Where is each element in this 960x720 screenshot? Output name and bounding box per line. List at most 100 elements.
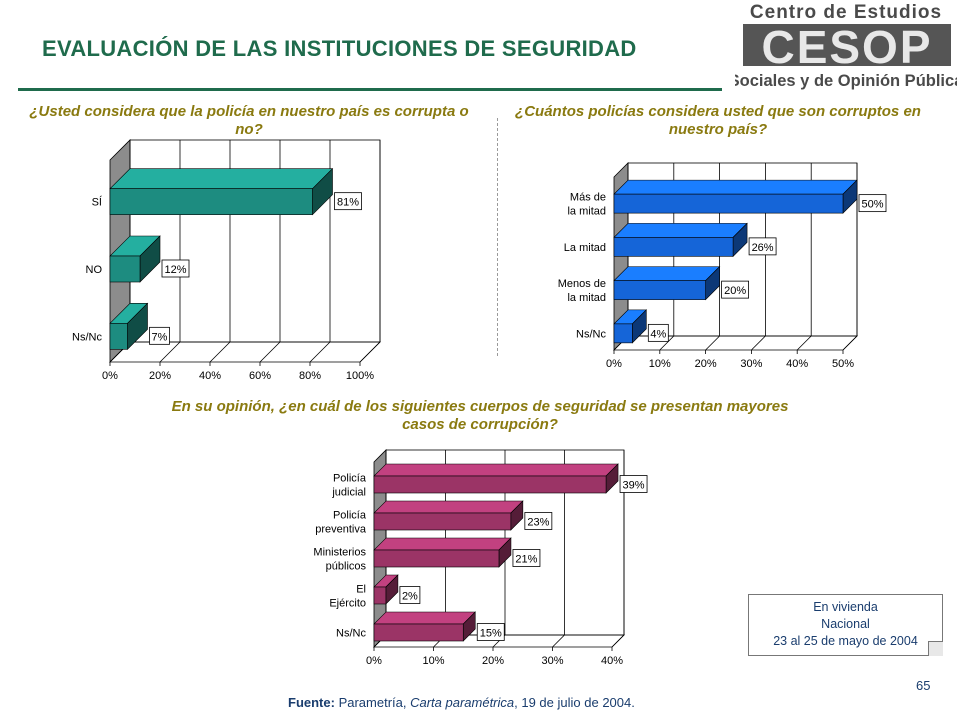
c2-data-label: 26%: [752, 242, 774, 254]
c3-tick-label: 30%: [541, 655, 563, 667]
c1-floor-line: [209, 341, 231, 363]
c2-floor-line: [842, 335, 858, 351]
c1-data-label-box: [149, 326, 170, 345]
c1-tick-label: 100%: [346, 370, 374, 382]
c3-data-label: 39%: [623, 480, 645, 492]
c1-bar: [109, 188, 313, 215]
chart2-question: ¿Cuántos policías considera usted que so…: [515, 103, 921, 138]
cesop-logo: Centro de Estudios CESOP Sociales y de O…: [735, 2, 957, 90]
c3-category-label: Policía: [333, 510, 367, 522]
c3-category-label: preventiva: [315, 524, 367, 536]
note-line2: Nacional: [821, 617, 870, 631]
c2-bar: [613, 323, 633, 344]
c1-data-label-box: [161, 259, 190, 278]
c3-tick-label: 0%: [366, 655, 382, 667]
c2-data-label-box: [858, 194, 887, 213]
c2-tick-label: 0%: [606, 358, 622, 370]
c3-category-label: Ministerios: [313, 547, 366, 559]
c2-tick-label: 20%: [695, 358, 717, 370]
c3-tick-label: 20%: [482, 655, 504, 667]
logo-line1: Centro de Estudios: [750, 2, 942, 23]
c2-floor-line: [796, 335, 812, 351]
note-line3: 23 al 25 de mayo de 2004: [773, 634, 918, 648]
c3-bar-top: [373, 463, 619, 477]
source-italic: Carta paramétrica: [410, 695, 515, 710]
c3-data-label-box: [476, 623, 505, 641]
c2-bar: [613, 280, 706, 300]
c3-category-label: Ejército: [329, 598, 366, 610]
page-number: 65: [916, 678, 931, 693]
c3-bar: [373, 512, 512, 531]
c3-bar-top: [373, 500, 524, 514]
c1-tick-label: 80%: [299, 370, 321, 382]
c3-tick-label: 10%: [422, 655, 444, 667]
c1-data-label: 12%: [164, 264, 186, 276]
c3-floor-line: [552, 634, 565, 648]
c2-data-label: 50%: [861, 199, 883, 211]
c1-category-label: SÍ: [92, 196, 103, 209]
c1-tick-label: 40%: [199, 370, 221, 382]
c2-tick-label: 10%: [649, 358, 671, 370]
c1-tick-label: 60%: [249, 370, 271, 382]
c3-data-label: 21%: [515, 554, 537, 566]
c1-tick-label: 20%: [149, 370, 171, 382]
c3-data-label-box: [619, 475, 648, 493]
c3-category-label: El: [356, 584, 366, 596]
c3-bar: [373, 586, 387, 605]
c2-category-label: La mitad: [564, 242, 606, 254]
c3-category-label: judicial: [331, 487, 366, 499]
c2-category-label: Más de: [570, 192, 606, 204]
logo-mark-background: [743, 24, 951, 66]
c3-tick-label: 40%: [601, 655, 623, 667]
c3-data-label-box: [512, 549, 541, 567]
c2-tick-label: 50%: [832, 358, 854, 370]
c3-category-label: Ns/Nc: [336, 628, 366, 640]
source-line: Fuente: Parametría, Carta paramétrica, 1…: [288, 695, 635, 710]
c3-category-label: Policía: [333, 473, 367, 485]
c3-bar: [373, 475, 607, 494]
c1-data-label-box: [334, 192, 362, 211]
c3-category-label: públicos: [326, 561, 367, 573]
c3-data-label-box: [399, 586, 421, 604]
source-label: Fuente:: [288, 695, 335, 710]
c2-floor-line: [705, 335, 720, 351]
c2-category-label: Ns/Nc: [576, 328, 606, 340]
c2-data-label-box: [647, 323, 669, 342]
note-line1: En vivienda: [813, 600, 878, 614]
logo-mark: CESOP: [761, 21, 932, 73]
page-title: EVALUACIÓN DE LAS INSTITUCIONES DE SEGUR…: [42, 36, 637, 61]
source-text1: Parametría,: [334, 695, 411, 710]
c2-bar: [613, 237, 734, 257]
c1-data-label: 81%: [337, 197, 359, 209]
c1-data-label: 7%: [152, 331, 168, 343]
chart3-question: En su opinión, ¿en cuál de los siguiente…: [171, 398, 789, 433]
c2-category-label: la mitad: [567, 206, 606, 218]
note-fold-corner: [928, 641, 943, 656]
c2-floor-line: [659, 335, 675, 351]
source-text2: , 19 de julio de 2004.: [514, 695, 635, 710]
c2-bar: [613, 193, 844, 214]
c3-data-label: 23%: [527, 517, 549, 529]
c3-bar: [373, 549, 500, 568]
survey-note: En vivienda Nacional 23 al 25 de mayo de…: [748, 594, 943, 656]
c1-floor-line: [359, 341, 381, 363]
c3-data-label-box: [524, 512, 553, 530]
c1-tick-label: 0%: [102, 370, 118, 382]
c2-floor-line: [751, 335, 766, 351]
title-underline: [18, 88, 722, 91]
c1-floor-line: [159, 341, 181, 363]
c3-data-label: 15%: [480, 628, 502, 640]
c1-bar: [109, 323, 128, 350]
c1-category-label: Ns/Nc: [72, 331, 102, 343]
c2-tick-label: 40%: [786, 358, 808, 370]
c3-bar: [373, 623, 464, 642]
c3-bar-top: [373, 537, 512, 551]
c3-bar-top: [373, 611, 476, 625]
c1-floor-line: [309, 341, 331, 363]
c2-tick-label: 30%: [740, 358, 762, 370]
c3-data-label: 2%: [402, 591, 418, 603]
logo-line2: Sociales y de Opinión Pública: [735, 72, 957, 90]
